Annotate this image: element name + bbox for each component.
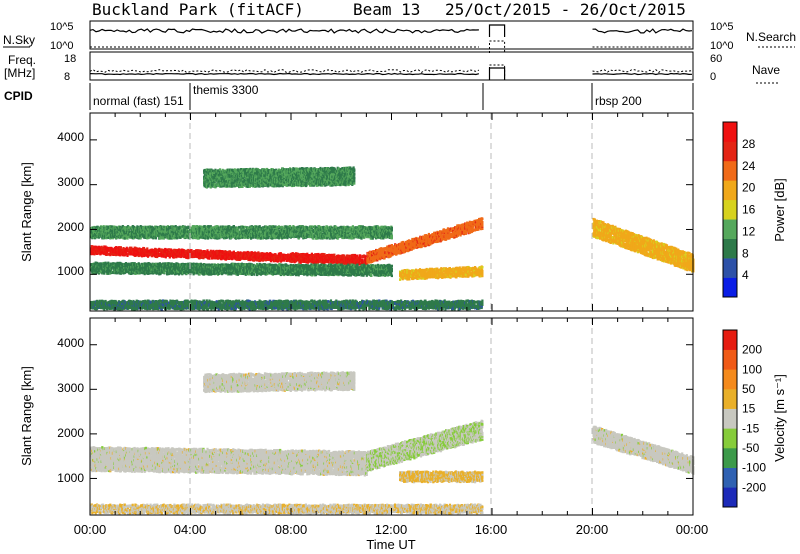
heatmap-cell <box>481 221 483 224</box>
heatmap-cell <box>126 237 128 240</box>
heatmap-cell <box>361 258 363 261</box>
radar-summary-figure: Buckland Park (fitACF) Beam 13 25/Oct/20… <box>0 0 800 554</box>
heatmap-cell <box>146 247 148 250</box>
heatmap-cell <box>120 246 122 249</box>
date-range: 25/Oct/2015 - 26/Oct/2015 <box>445 0 686 19</box>
nsearch-label: N.Search <box>746 30 796 44</box>
cpid-rbsp: rbsp 200 <box>595 94 642 108</box>
heatmap-cell <box>283 259 285 262</box>
cpid-strip: CPID normal (fast) 151 themis 3300 rbsp … <box>4 83 693 110</box>
freq-label-1: Freq. <box>8 53 36 67</box>
nsearch-trace <box>90 41 692 53</box>
heatmap-cell <box>168 248 170 251</box>
nsky-tick-bottom: 10^0 <box>50 40 74 52</box>
nsky-label: N.Sky <box>3 33 35 47</box>
cpid-label: CPID <box>4 89 33 103</box>
heatmap-cell <box>208 257 210 260</box>
nsearch-tick-top: 10^5 <box>710 21 734 33</box>
nsky-tick-top: 10^5 <box>50 21 74 33</box>
freq-tick-top: 18 <box>64 53 76 65</box>
site-title: Buckland Park (fitACF) <box>92 0 304 19</box>
freq-label-2: [MHz] <box>4 66 35 80</box>
heatmap-cell <box>333 254 335 257</box>
beam-label: Beam 13 <box>353 0 420 19</box>
power-panel: Slant Range [km] 1000 2000 3000 4000 <box>19 113 695 311</box>
heatmap-cell <box>481 218 483 221</box>
nsky-trace <box>90 25 692 37</box>
heatmap-cell <box>458 224 460 227</box>
nave-tick-top: 60 <box>710 53 722 65</box>
nave-label: Nave <box>752 63 780 77</box>
nsky-strip: N.Sky 10^5 10^0 10^5 10^0 N.Search <box>3 21 796 53</box>
heatmap-cell <box>359 254 361 257</box>
nsearch-tick-bottom: 10^0 <box>710 40 734 52</box>
cpid-normal-fast: normal (fast) 151 <box>93 94 184 108</box>
heatmap-cell <box>445 238 447 241</box>
heatmap-cell <box>343 255 345 258</box>
freq-tick-bottom: 8 <box>64 71 70 83</box>
nave-tick-bottom: 0 <box>710 71 716 83</box>
freq-trace <box>90 68 692 80</box>
freq-strip: Freq. [MHz] 18 8 60 0 Nave <box>4 52 780 83</box>
cpid-themis: themis 3300 <box>193 83 259 97</box>
nave-trace <box>90 65 692 77</box>
